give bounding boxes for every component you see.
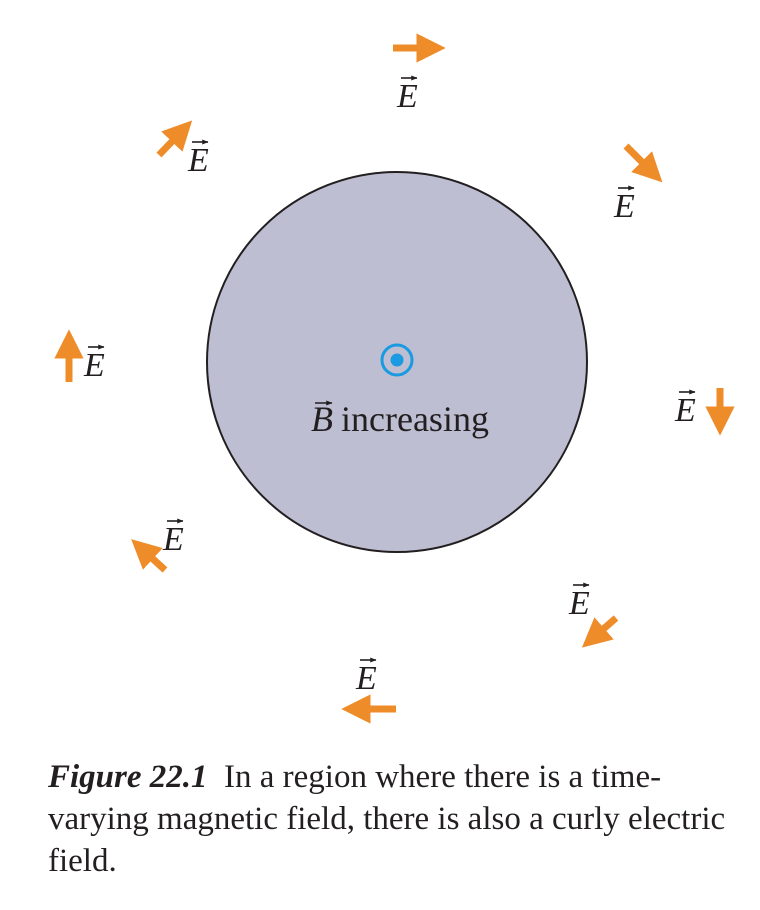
e-label: E	[187, 139, 209, 179]
arrow-icon	[581, 615, 619, 648]
e-symbol: E	[162, 521, 184, 558]
e-label: E	[355, 657, 377, 697]
e-label: E	[674, 389, 696, 429]
e-field-arrows	[54, 33, 735, 724]
e-symbol: E	[396, 78, 418, 115]
e-labels: E E E E E E E E	[83, 75, 696, 697]
e-label: E	[568, 582, 590, 622]
arrow-icon	[131, 539, 168, 573]
e-label: E	[396, 75, 418, 115]
e-label: E	[162, 518, 184, 558]
out-of-page-dot-icon	[380, 343, 414, 377]
b-symbol: B	[311, 399, 333, 439]
figure-caption: Figure 22.1 In a region where there is a…	[48, 756, 728, 882]
caption-text: In a region where there is a time-varyin…	[48, 759, 726, 879]
e-symbol: E	[613, 188, 635, 225]
arrow-icon	[623, 143, 663, 183]
increasing-text: increasing	[341, 399, 489, 439]
e-symbol: E	[83, 347, 105, 384]
e-symbol: E	[674, 392, 696, 429]
e-symbol: E	[568, 585, 590, 622]
e-symbol: E	[355, 660, 377, 697]
figure-number: Figure 22.1	[48, 759, 208, 795]
e-label: E	[83, 344, 105, 384]
e-label: E	[613, 185, 635, 225]
e-symbol: E	[187, 142, 209, 179]
arrow-icon	[156, 120, 193, 158]
